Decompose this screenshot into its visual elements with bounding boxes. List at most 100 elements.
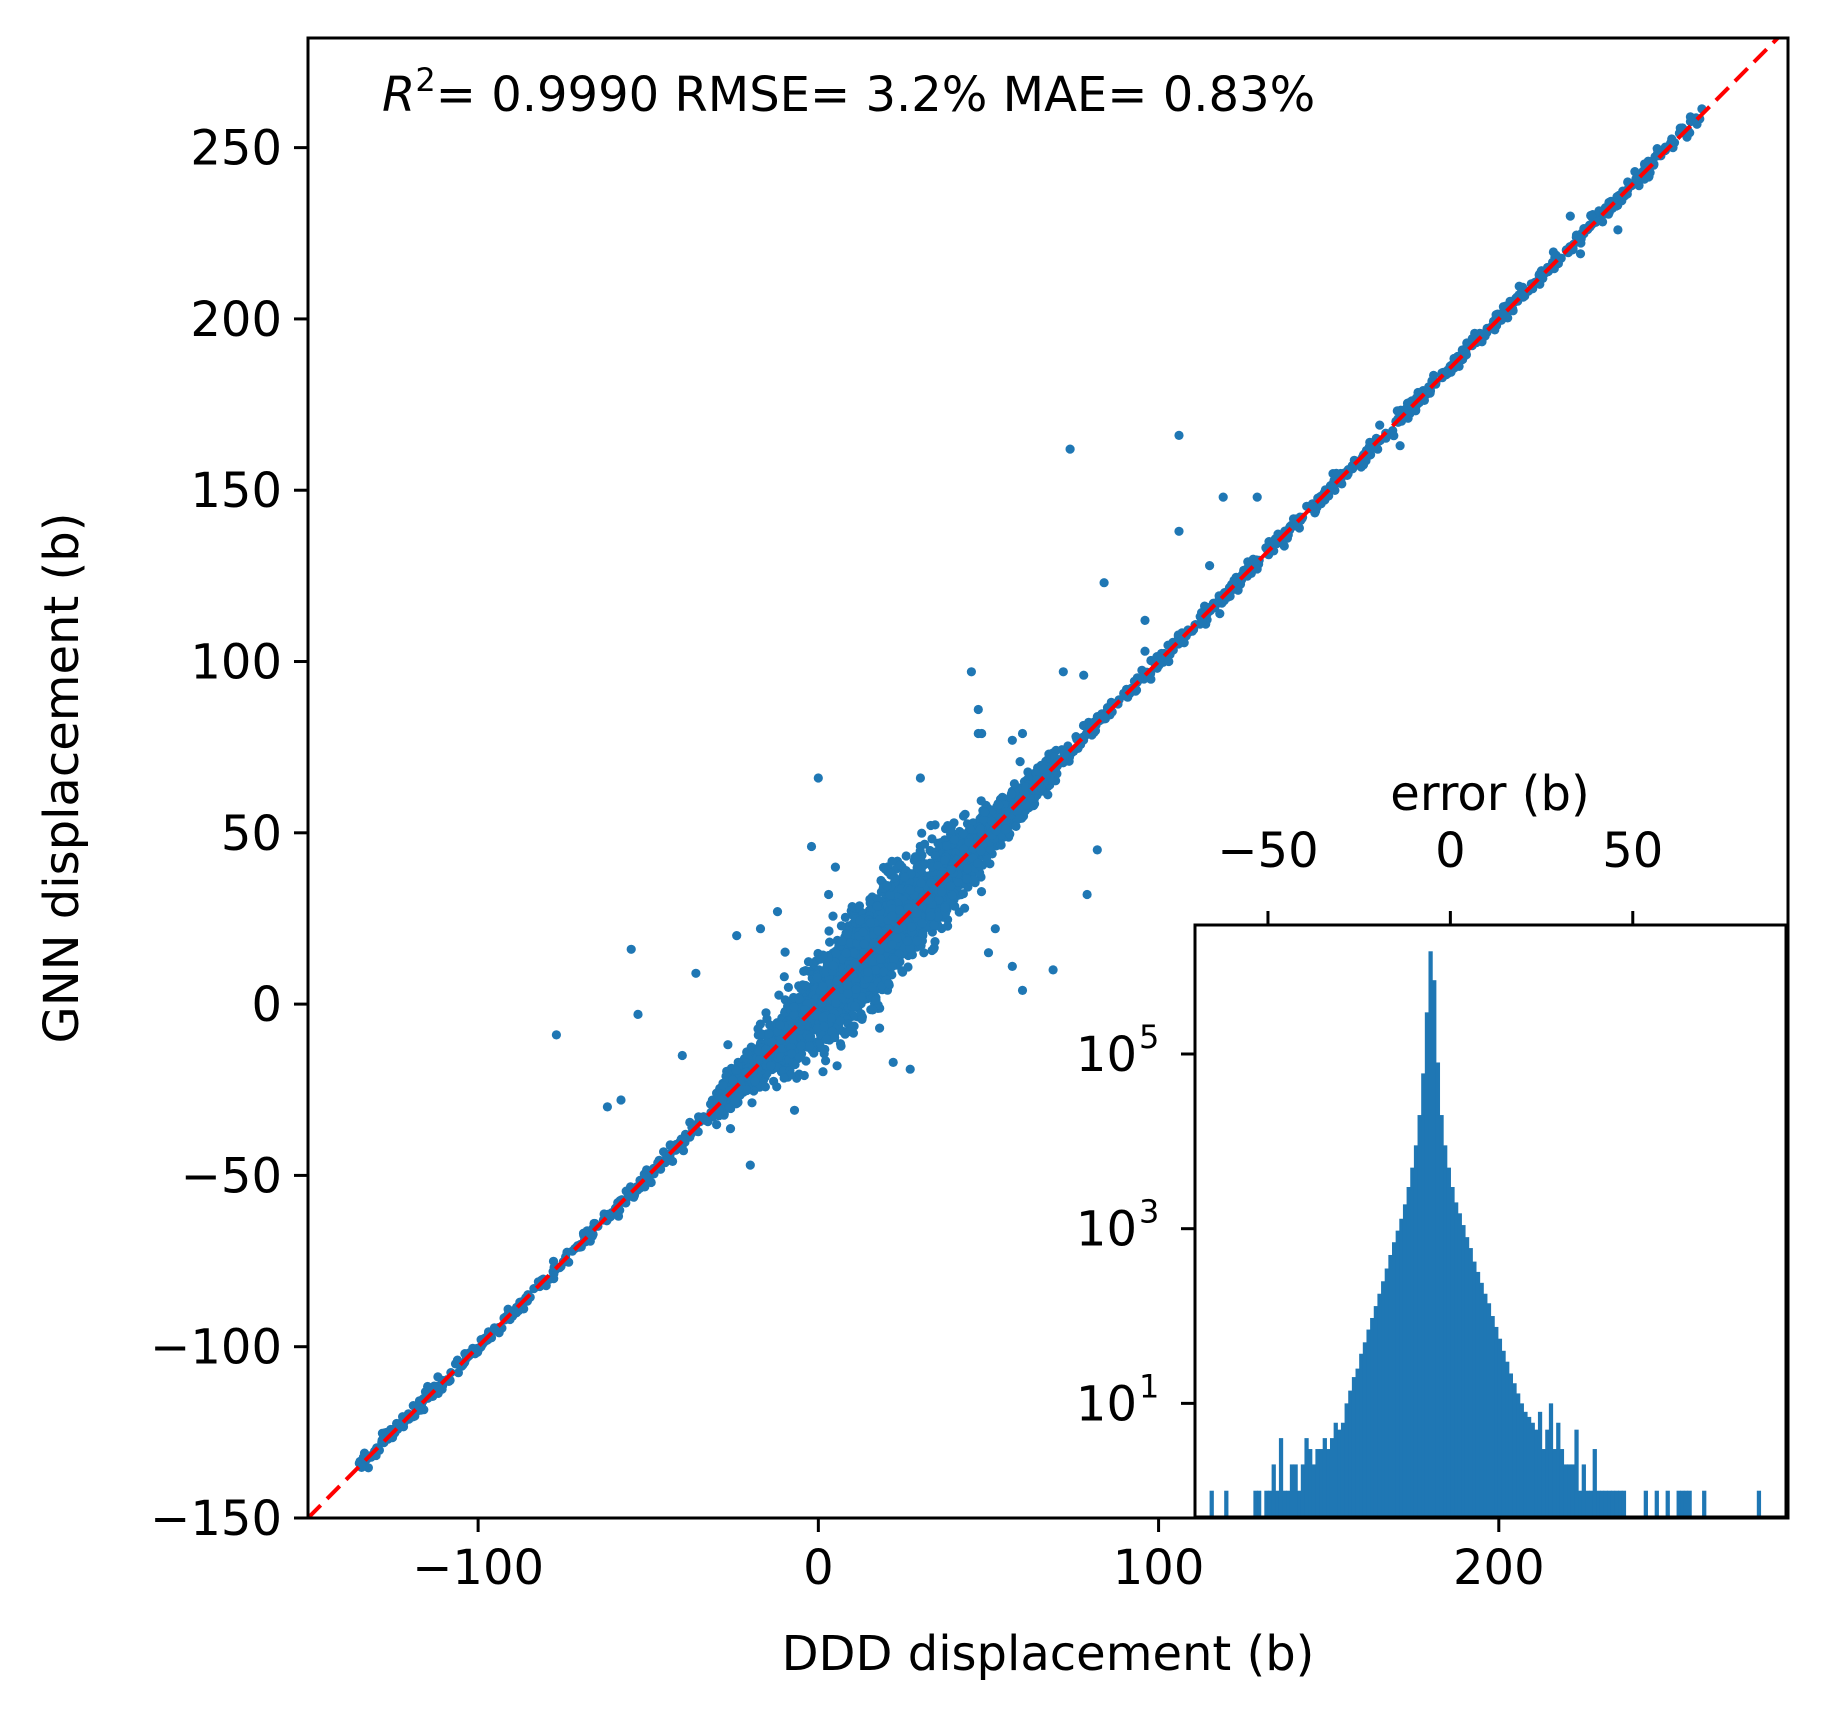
scatter-point bbox=[780, 947, 790, 957]
scatter-point bbox=[1205, 561, 1215, 571]
scatter-point bbox=[958, 811, 969, 821]
scatter-point bbox=[1099, 578, 1109, 588]
scatter-point bbox=[896, 884, 907, 894]
scatter-point bbox=[888, 1057, 898, 1067]
scatter-point bbox=[962, 874, 972, 884]
scatter-point bbox=[958, 889, 969, 899]
scatter-point bbox=[916, 878, 926, 888]
scatter-point bbox=[912, 908, 922, 918]
scatter-point bbox=[900, 872, 910, 883]
scatter-point bbox=[849, 948, 859, 958]
scatter-point bbox=[835, 1016, 846, 1026]
scatter-point bbox=[813, 773, 823, 783]
scatter-point bbox=[821, 1034, 832, 1044]
scatter-point bbox=[976, 796, 986, 806]
scatter-point bbox=[975, 824, 986, 834]
scatter-point bbox=[433, 1372, 443, 1382]
scatter-point bbox=[953, 877, 963, 887]
scatter-point bbox=[1140, 615, 1150, 626]
scatter-point bbox=[1017, 985, 1028, 996]
scatter-point bbox=[1395, 441, 1405, 451]
scatter-point bbox=[602, 1102, 613, 1112]
scatter-point bbox=[819, 1021, 830, 1032]
scatter-point bbox=[398, 1422, 409, 1432]
scatter-point bbox=[843, 989, 853, 999]
scatter-point bbox=[1015, 757, 1025, 767]
scatter-point bbox=[884, 979, 894, 989]
scatter-point bbox=[852, 938, 862, 948]
scatter-point bbox=[392, 1418, 402, 1429]
scatter-point bbox=[926, 911, 936, 921]
scatter-point bbox=[1017, 728, 1028, 739]
scatter-point bbox=[875, 954, 886, 964]
scatter-point bbox=[728, 1075, 738, 1085]
scatter-point bbox=[929, 920, 939, 930]
scatter-point bbox=[871, 995, 881, 1005]
scatter-point bbox=[731, 1065, 741, 1075]
scatter-point bbox=[878, 966, 889, 977]
scatter-point bbox=[766, 1037, 777, 1047]
scatter-point bbox=[903, 962, 913, 972]
scatter-point bbox=[843, 980, 853, 990]
scatter-point bbox=[1548, 247, 1558, 257]
scatter-point bbox=[1574, 233, 1584, 243]
scatter-point bbox=[787, 1034, 798, 1044]
scatter-point bbox=[786, 1048, 797, 1059]
scatter-point bbox=[1639, 159, 1650, 169]
scatter-point bbox=[997, 792, 1008, 802]
scatter-point bbox=[830, 990, 841, 1000]
scatter-point bbox=[940, 902, 950, 913]
scatter-point bbox=[712, 1120, 722, 1130]
scatter-point bbox=[730, 1096, 740, 1106]
scatter-point bbox=[818, 1012, 828, 1023]
scatter-point bbox=[831, 998, 841, 1008]
scatter-point bbox=[799, 1070, 809, 1081]
scatter-point bbox=[930, 937, 940, 947]
scatter-point bbox=[732, 931, 742, 941]
scatter-point bbox=[824, 926, 834, 936]
scatter-point bbox=[842, 929, 853, 939]
scatter-point bbox=[789, 1002, 799, 1012]
scatter-point bbox=[889, 955, 899, 965]
scatter-point bbox=[1174, 430, 1184, 440]
scatter-point bbox=[840, 912, 851, 923]
scatter-point bbox=[969, 875, 979, 885]
x-tick-label: 200 bbox=[1453, 1540, 1545, 1596]
scatter-point bbox=[912, 862, 922, 873]
scatter-point bbox=[903, 903, 913, 913]
scatter-point bbox=[812, 972, 822, 983]
scatter-point bbox=[718, 1081, 729, 1091]
r2-value: = 0.9990 bbox=[436, 67, 659, 123]
scatter-point bbox=[885, 890, 895, 900]
scatter-point bbox=[920, 839, 930, 849]
scatter-point bbox=[836, 921, 847, 931]
scatter-point bbox=[1065, 444, 1075, 454]
scatter-point bbox=[820, 1044, 830, 1054]
scatter-point bbox=[869, 938, 879, 948]
scatter-point bbox=[1082, 889, 1092, 900]
scatter-point bbox=[994, 800, 1004, 810]
scatter-point bbox=[778, 1066, 789, 1076]
scatter-point bbox=[1007, 735, 1017, 745]
scatter-point bbox=[928, 944, 939, 954]
scatter-point bbox=[887, 940, 898, 950]
scatter-point bbox=[917, 828, 927, 838]
scatter-point bbox=[691, 968, 701, 978]
scatter-point bbox=[1331, 468, 1341, 478]
scatter-point bbox=[973, 858, 983, 869]
scatter-point bbox=[949, 835, 960, 845]
scatter-point bbox=[876, 875, 886, 886]
scatter-point bbox=[1667, 134, 1677, 144]
scatter-point bbox=[1252, 492, 1262, 502]
scatter-point bbox=[875, 1023, 885, 1033]
scatter-point bbox=[841, 948, 851, 958]
scatter-point bbox=[831, 948, 841, 959]
scatter-point bbox=[873, 926, 883, 936]
scatter-point bbox=[1031, 768, 1041, 778]
scatter-point bbox=[1007, 961, 1017, 972]
main-y-axis-label: GNN displacement (b) bbox=[34, 513, 90, 1044]
scatter-point bbox=[882, 881, 892, 891]
scatter-point bbox=[878, 862, 889, 873]
scatter-point bbox=[983, 948, 994, 958]
